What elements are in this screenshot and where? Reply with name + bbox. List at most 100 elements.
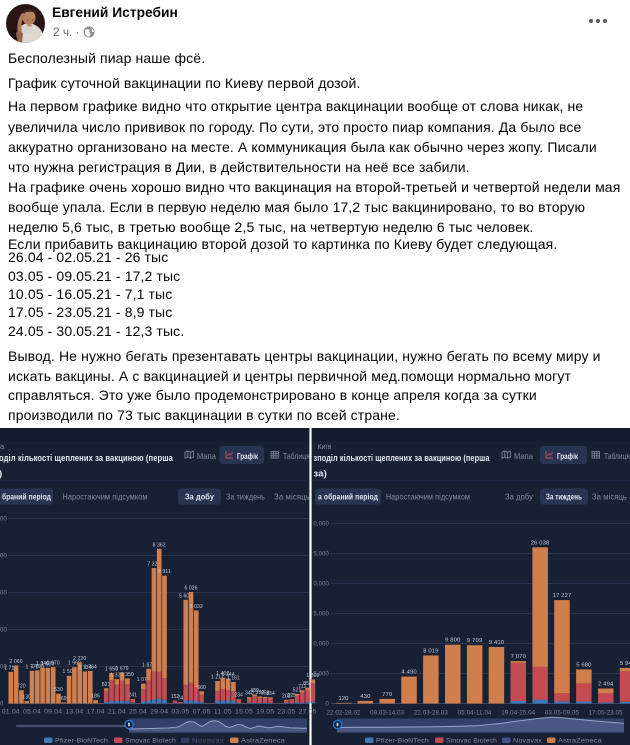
svg-text:1 710: 1 710 (4, 665, 17, 671)
svg-text:15.05: 15.05 (235, 710, 254, 716)
svg-text:1 320: 1 320 (110, 673, 123, 679)
svg-text:Мапа: Мапа (197, 451, 216, 461)
svg-text:00: 00 (0, 554, 7, 560)
svg-text:17.04: 17.04 (87, 710, 106, 716)
svg-text:05.04-11.04: 05.04-11.04 (458, 711, 493, 717)
svg-text:За місяць: За місяць (274, 492, 310, 502)
svg-text:0,000: 0,000 (313, 522, 329, 528)
svg-text:74: 74 (177, 696, 183, 702)
svg-text:Київ: Київ (318, 442, 332, 451)
svg-text:13.04: 13.04 (65, 710, 84, 716)
svg-text:1 344: 1 344 (222, 672, 235, 678)
svg-text:Графік: Графік (557, 451, 578, 461)
svg-text:120: 120 (338, 696, 349, 702)
svg-text:1 930: 1 930 (41, 661, 54, 667)
svg-text:26 038: 26 038 (531, 540, 550, 546)
svg-text:130: 130 (22, 695, 31, 701)
svg-text:AstraZeneca: AstraZeneca (558, 738, 602, 745)
svg-text:2 220: 2 220 (73, 656, 86, 662)
svg-text:4 490: 4 490 (401, 670, 417, 676)
svg-text:22.03-28.03: 22.03-28.03 (414, 711, 449, 717)
svg-text:За добу: За добу (505, 492, 534, 502)
svg-text:а: а (0, 442, 5, 451)
svg-text:0,000: 0,000 (313, 642, 329, 648)
svg-text:60: 60 (61, 696, 67, 702)
svg-text:Sinovac Biotech: Sinovac Biotech (446, 738, 497, 745)
svg-text:234: 234 (234, 693, 243, 699)
svg-text:430: 430 (360, 694, 371, 700)
svg-text:03.05-09.05: 03.05-09.05 (545, 711, 580, 717)
svg-text:25.04: 25.04 (129, 710, 148, 716)
svg-text:720: 720 (17, 684, 26, 690)
svg-text:1 300: 1 300 (306, 673, 319, 679)
svg-text:0: 0 (0, 702, 4, 708)
svg-text:7 070: 7 070 (511, 654, 527, 660)
svg-text:489: 489 (250, 688, 259, 694)
svg-text:2 060: 2 060 (10, 659, 23, 665)
svg-text:770: 770 (382, 692, 393, 698)
svg-text:01.04: 01.04 (2, 710, 21, 716)
svg-text:Pfizer-BioNTech: Pfizer-BioNTech (376, 738, 429, 745)
svg-text:8 019: 8 019 (423, 648, 438, 654)
svg-text:5 608: 5 608 (179, 593, 192, 599)
svg-text:09.04: 09.04 (44, 710, 63, 716)
svg-text:5 680: 5 680 (576, 662, 592, 668)
svg-text:8 362: 8 362 (153, 542, 166, 548)
svg-text:11.05: 11.05 (214, 710, 233, 716)
svg-text:AstraZeneca: AstraZeneca (241, 738, 285, 745)
svg-text:27.05: 27.05 (299, 710, 318, 716)
svg-text:660: 660 (197, 685, 206, 691)
svg-text:Sinovac Biotech: Sinovac Biotech (125, 738, 176, 745)
svg-text:00: 00 (0, 665, 7, 671)
svg-text:Наростаючим підсумком: Наростаючим підсумком (386, 492, 470, 502)
svg-text:за): за) (314, 469, 327, 480)
svg-text:1 770: 1 770 (25, 664, 38, 670)
svg-text:2 494: 2 494 (598, 682, 614, 688)
svg-text:Novavax: Novavax (192, 738, 225, 745)
svg-text:152: 152 (171, 694, 180, 700)
svg-text:00: 00 (0, 517, 7, 523)
svg-text:0: 0 (326, 702, 330, 708)
svg-text:6 911: 6 911 (158, 569, 171, 575)
svg-text:1 350: 1 350 (121, 672, 134, 678)
svg-text:530: 530 (54, 687, 63, 693)
svg-text:1 875: 1 875 (142, 662, 155, 668)
svg-text:1 960: 1 960 (68, 661, 81, 667)
svg-text:1 217: 1 217 (211, 675, 224, 681)
svg-text:1 679: 1 679 (116, 666, 129, 672)
svg-text:Pfizer-BioNTech: Pfizer-BioNTech (55, 738, 108, 745)
svg-text:202: 202 (282, 693, 291, 699)
svg-text:23.05: 23.05 (277, 710, 296, 716)
svg-text:1 075: 1 075 (137, 677, 150, 683)
svg-text:9 709: 9 709 (467, 638, 482, 644)
svg-text:1 650: 1 650 (105, 667, 118, 673)
svg-text:6 026: 6 026 (184, 586, 197, 592)
svg-text:За добу: За добу (185, 492, 214, 502)
svg-text:08.03-14.03: 08.03-14.03 (370, 711, 405, 717)
svg-text:1 734: 1 734 (78, 665, 91, 671)
svg-text:19.05: 19.05 (256, 710, 275, 716)
svg-text:За тиждень: За тиждень (226, 492, 265, 502)
svg-text:1 764: 1 764 (84, 664, 97, 670)
svg-text:Novavax: Novavax (513, 738, 543, 745)
svg-text:821: 821 (102, 682, 111, 688)
svg-text:Таблиця: Таблиця (283, 451, 310, 461)
svg-text:Мапа: Мапа (514, 451, 533, 461)
svg-text:241: 241 (128, 693, 137, 699)
svg-text:380: 380 (256, 690, 265, 696)
svg-text:5,000: 5,000 (313, 612, 329, 618)
svg-text:334: 334 (266, 691, 275, 697)
svg-text:22.02-28.02: 22.02-28.02 (327, 711, 362, 717)
svg-text:340: 340 (245, 691, 254, 697)
svg-text:358: 358 (261, 690, 270, 696)
svg-text:0,000: 0,000 (313, 582, 329, 588)
svg-text:17.05-23.05: 17.05-23.05 (589, 711, 624, 717)
svg-text:оділ кількості щеплених за вак: оділ кількості щеплених за вакциною (пер… (0, 453, 173, 464)
svg-text:854: 854 (303, 681, 312, 687)
svg-text:225: 225 (287, 693, 296, 699)
svg-text:521: 521 (293, 687, 302, 693)
svg-text:Наростаючим підсумком: Наростаючим підсумком (63, 492, 148, 502)
svg-text:9 800: 9 800 (445, 638, 461, 644)
svg-text:07.05: 07.05 (193, 710, 212, 716)
svg-text:21.04: 21.04 (108, 710, 127, 716)
